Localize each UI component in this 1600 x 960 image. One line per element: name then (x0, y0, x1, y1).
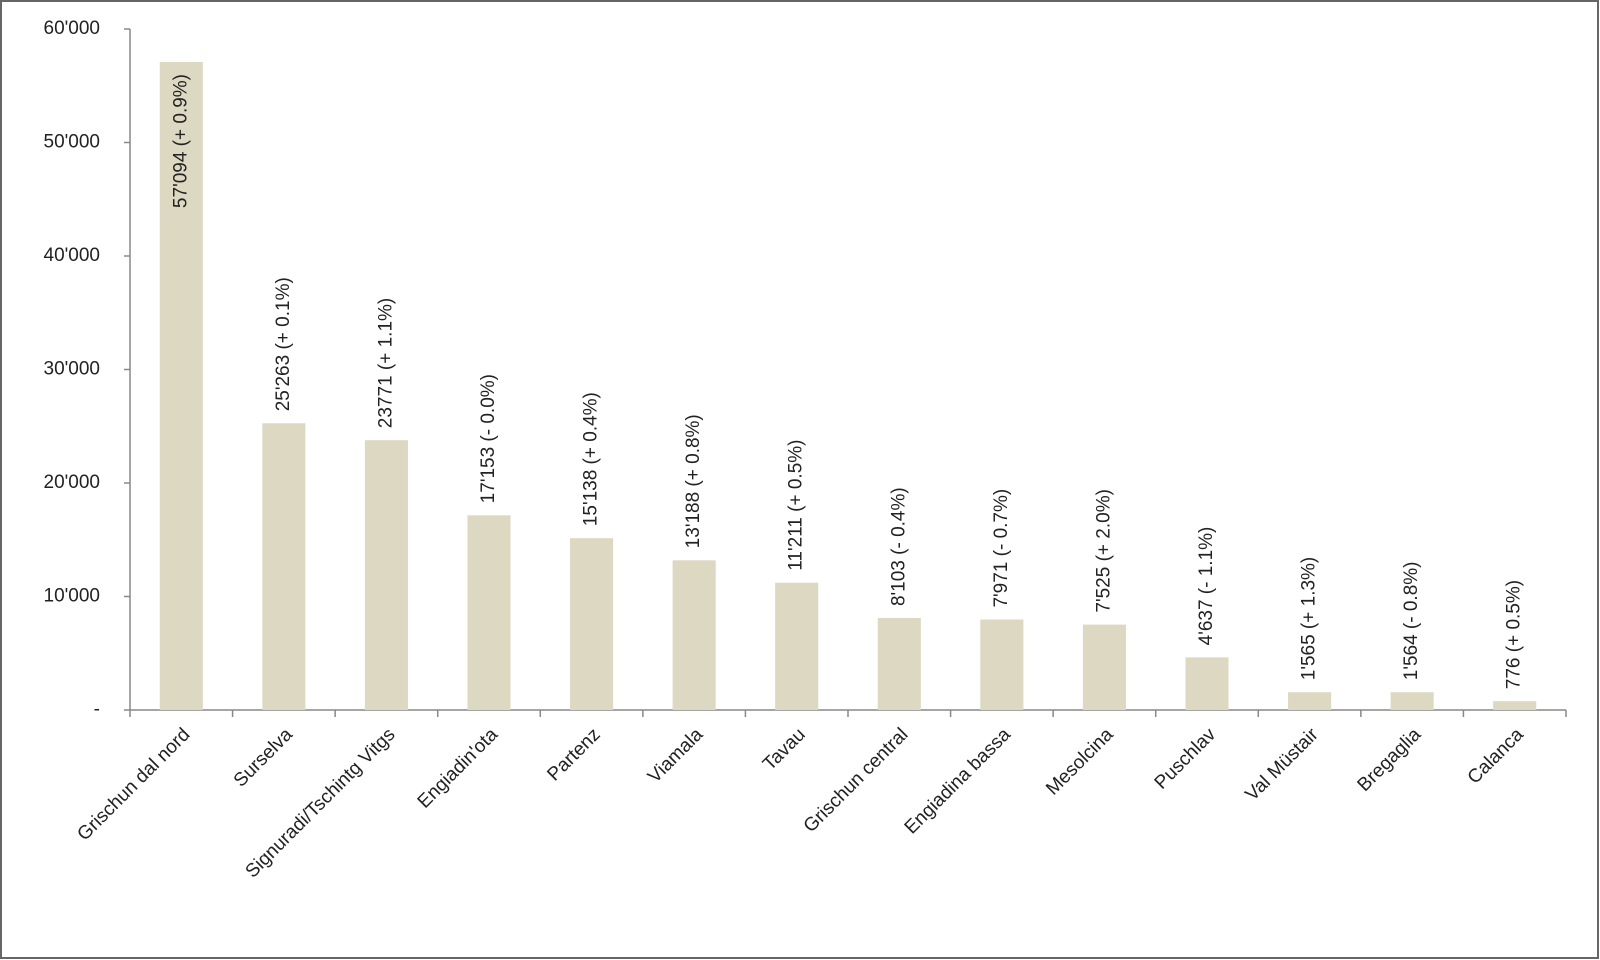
y-tick-label: 20'000 (44, 472, 100, 493)
y-tick-label: 50'000 (44, 132, 100, 153)
value-label: 13'188 (+ 0.8%) (683, 414, 704, 548)
bar (467, 515, 511, 710)
value-label: 7'525 (+ 2.0%) (1093, 489, 1114, 613)
y-tick-label: - (94, 699, 100, 720)
bar (364, 440, 408, 710)
y-tick-label: 60'000 (44, 18, 100, 39)
bar (262, 423, 306, 710)
bar (1082, 624, 1126, 710)
value-label: 15'138 (+ 0.4%) (581, 392, 602, 526)
bar (1493, 701, 1537, 710)
y-tick-label: 10'000 (44, 586, 100, 607)
bar (1185, 657, 1229, 710)
value-label: 11'211 (+ 0.5%) (786, 439, 807, 570)
value-label: 17'153 (- 0.0%) (478, 374, 499, 503)
value-label: 776 (+ 0.5%) (1504, 580, 1525, 689)
value-label: 1'564 (- 0.8%) (1401, 561, 1422, 680)
y-tick-label: 30'000 (44, 359, 100, 380)
value-label: 8'103 (- 0.4%) (888, 487, 909, 606)
bar (570, 538, 614, 710)
bar (775, 582, 819, 710)
value-label: 7'971 (- 0.7%) (991, 489, 1012, 608)
bar (159, 61, 203, 711)
y-tick-label: 40'000 (44, 245, 100, 266)
value-label: 4'637 (- 1.1%) (1196, 527, 1217, 646)
bar (980, 619, 1024, 710)
bar (877, 618, 921, 710)
bar (1288, 692, 1332, 710)
value-label: 57'094 (+ 0.9%) (170, 74, 191, 208)
value-label: 25'263 (+ 0.1%) (273, 277, 294, 411)
bar (672, 560, 716, 710)
bar (1390, 692, 1434, 710)
value-label: 1'565 (+ 1.3%) (1299, 557, 1320, 681)
value-label: 23771 (+ 1.1%) (375, 298, 396, 428)
